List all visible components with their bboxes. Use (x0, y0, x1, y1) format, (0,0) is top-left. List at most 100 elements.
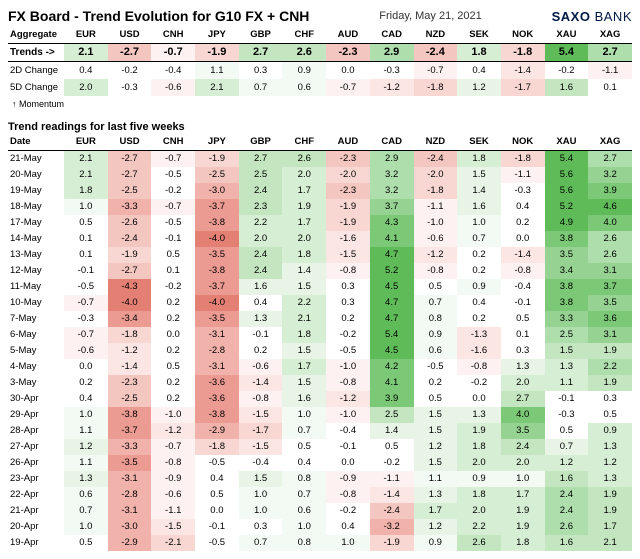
value-cell: 2.3 (239, 199, 283, 215)
hist-col-jpy: JPY (195, 134, 239, 151)
value-cell: -0.6 (239, 359, 283, 375)
report-date: Friday, May 21, 2021 (379, 10, 482, 22)
value-cell: 1.7 (282, 359, 326, 375)
col-header-nzd: NZD (414, 26, 458, 44)
value-cell: 1.7 (414, 503, 458, 519)
value-cell: 1.8 (501, 535, 545, 551)
value-cell: 0.5 (151, 359, 195, 375)
cell: 0.1 (588, 79, 632, 96)
cell: -2.7 (108, 44, 152, 62)
value-cell: -0.2 (151, 183, 195, 199)
value-cell: -0.8 (414, 263, 458, 279)
value-cell: 1.2 (545, 455, 589, 471)
value-cell: 3.3 (545, 311, 589, 327)
hist-col-nzd: NZD (414, 134, 458, 151)
cell: 0.7 (239, 79, 283, 96)
value-cell: 2.1 (64, 167, 108, 183)
value-cell: -3.1 (195, 359, 239, 375)
value-cell: 0.6 (282, 503, 326, 519)
cell: 2.9 (370, 44, 414, 62)
value-cell: 1.0 (282, 407, 326, 423)
col-header-aud: AUD (326, 26, 370, 44)
value-cell: -1.2 (108, 343, 152, 359)
value-cell: -3.1 (108, 471, 152, 487)
value-cell: 0.9 (414, 535, 458, 551)
value-cell: -0.2 (457, 375, 501, 391)
value-cell: 2.4 (545, 503, 589, 519)
value-cell: -1.0 (326, 359, 370, 375)
date-cell: 7-May (8, 311, 64, 327)
table-row: 21-May2.1-2.7-0.7-1.92.72.6-2.32.9-2.41.… (8, 151, 632, 168)
value-cell: 0.2 (501, 215, 545, 231)
value-cell: -3.6 (195, 391, 239, 407)
value-cell: -2.3 (108, 375, 152, 391)
value-cell: -3.7 (195, 199, 239, 215)
value-cell: 1.3 (239, 311, 283, 327)
table-row: 14-May0.1-2.4-0.1-4.02.02.0-1.64.1-0.60.… (8, 231, 632, 247)
value-cell: -1.6 (457, 343, 501, 359)
value-cell: 1.5 (239, 471, 283, 487)
value-cell: 0.5 (282, 439, 326, 455)
value-cell: 0.0 (326, 455, 370, 471)
value-cell: -2.7 (108, 263, 152, 279)
row-label: 5D Change (8, 79, 64, 96)
value-cell: 0.2 (151, 311, 195, 327)
value-cell: -0.4 (239, 455, 283, 471)
value-cell: 1.6 (545, 471, 589, 487)
value-cell: 0.3 (326, 295, 370, 311)
cell: -0.2 (108, 62, 152, 80)
value-cell: 1.1 (414, 471, 458, 487)
value-cell: 2.4 (239, 263, 283, 279)
value-cell: 0.9 (457, 471, 501, 487)
value-cell: 1.0 (64, 199, 108, 215)
hist-col-nok: NOK (501, 134, 545, 151)
value-cell: -0.7 (151, 199, 195, 215)
value-cell: -0.1 (239, 327, 283, 343)
table-row: 19-May1.8-2.5-0.2-3.02.41.7-2.33.2-1.81.… (8, 183, 632, 199)
value-cell: 0.7 (457, 231, 501, 247)
table-row: 5-May-0.6-1.20.2-2.80.21.5-0.54.50.6-1.6… (8, 343, 632, 359)
value-cell: 3.1 (588, 263, 632, 279)
table-row: 3-May0.2-2.30.2-3.6-1.41.5-0.84.10.2-0.2… (8, 375, 632, 391)
page-title: FX Board - Trend Evolution for G10 FX + … (8, 8, 309, 24)
value-cell: 3.8 (545, 279, 589, 295)
value-cell: -3.1 (195, 327, 239, 343)
logo: SAXO BANK (552, 9, 632, 24)
cell: 1.1 (195, 62, 239, 80)
hist-col-eur: EUR (64, 134, 108, 151)
value-cell: 1.2 (64, 439, 108, 455)
cell: 2.7 (239, 44, 283, 62)
cell: 2.7 (588, 44, 632, 62)
value-cell: 1.4 (282, 263, 326, 279)
momentum-note: ↑ Momentum (8, 96, 632, 113)
col-header-nok: NOK (501, 26, 545, 44)
value-cell: 0.4 (239, 295, 283, 311)
value-cell: 1.2 (588, 455, 632, 471)
value-cell: -2.8 (195, 343, 239, 359)
value-cell: 1.1 (64, 423, 108, 439)
value-cell: -3.5 (195, 311, 239, 327)
value-cell: -1.5 (239, 439, 283, 455)
value-cell: -0.8 (326, 487, 370, 503)
value-cell: -0.8 (326, 375, 370, 391)
value-cell: 2.5 (370, 407, 414, 423)
aggregate-table: AggregateEURUSDCNHJPYGBPCHFAUDCADNZDSEKN… (8, 26, 632, 113)
value-cell: -2.7 (108, 151, 152, 168)
value-cell: 1.0 (501, 471, 545, 487)
date-cell: 3-May (8, 375, 64, 391)
value-cell: 3.7 (370, 199, 414, 215)
value-cell: 1.0 (326, 535, 370, 551)
col-header-chf: CHF (282, 26, 326, 44)
value-cell: 1.9 (588, 343, 632, 359)
value-cell: 1.9 (282, 199, 326, 215)
value-cell: -3.3 (108, 439, 152, 455)
hist-col-cnh: CNH (151, 134, 195, 151)
date-cell: 5-May (8, 343, 64, 359)
cell: 0.9 (282, 62, 326, 80)
value-cell: -0.4 (326, 423, 370, 439)
table-row: 19-Apr0.5-2.9-2.1-0.50.70.81.0-1.90.92.6… (8, 535, 632, 551)
cell: -0.3 (108, 79, 152, 96)
date-cell: 23-Apr (8, 471, 64, 487)
hist-col-cad: CAD (370, 134, 414, 151)
value-cell: 2.2 (239, 215, 283, 231)
